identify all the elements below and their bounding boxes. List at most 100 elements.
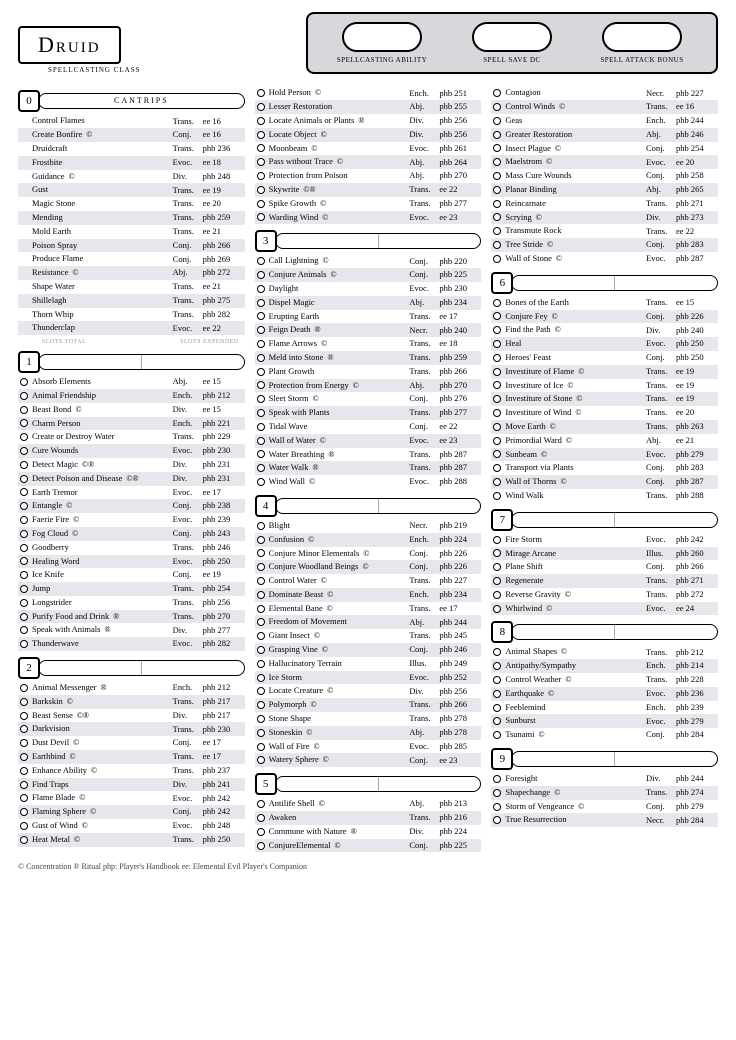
stat-field[interactable] — [602, 22, 682, 52]
prepared-checkbox[interactable] — [20, 488, 28, 496]
prepared-checkbox[interactable] — [257, 200, 265, 208]
prepared-checkbox[interactable] — [20, 530, 28, 538]
prepared-checkbox[interactable] — [20, 640, 28, 648]
prepared-checkbox[interactable] — [493, 704, 501, 712]
prepared-checkbox[interactable] — [257, 213, 265, 221]
prepared-checkbox[interactable] — [493, 803, 501, 811]
prepared-checkbox[interactable] — [257, 271, 265, 279]
prepared-checkbox[interactable] — [257, 312, 265, 320]
prepared-checkbox[interactable] — [257, 549, 265, 557]
slot-tracker[interactable] — [38, 660, 245, 676]
prepared-checkbox[interactable] — [493, 158, 501, 166]
prepared-checkbox[interactable] — [493, 717, 501, 725]
prepared-checkbox[interactable] — [493, 775, 501, 783]
prepared-checkbox[interactable] — [257, 591, 265, 599]
prepared-checkbox[interactable] — [257, 103, 265, 111]
prepared-checkbox[interactable] — [257, 117, 265, 125]
prepared-checkbox[interactable] — [493, 409, 501, 417]
slot-tracker[interactable] — [275, 498, 482, 514]
prepared-checkbox[interactable] — [257, 354, 265, 362]
stat-field[interactable] — [472, 22, 552, 52]
prepared-checkbox[interactable] — [493, 299, 501, 307]
prepared-checkbox[interactable] — [20, 698, 28, 706]
prepared-checkbox[interactable] — [20, 433, 28, 441]
prepared-checkbox[interactable] — [20, 753, 28, 761]
prepared-checkbox[interactable] — [493, 690, 501, 698]
prepared-checkbox[interactable] — [257, 814, 265, 822]
prepared-checkbox[interactable] — [20, 461, 28, 469]
prepared-checkbox[interactable] — [493, 340, 501, 348]
prepared-checkbox[interactable] — [20, 419, 28, 427]
prepared-checkbox[interactable] — [257, 158, 265, 166]
prepared-checkbox[interactable] — [493, 103, 501, 111]
prepared-checkbox[interactable] — [257, 715, 265, 723]
prepared-checkbox[interactable] — [493, 648, 501, 656]
prepared-checkbox[interactable] — [493, 450, 501, 458]
prepared-checkbox[interactable] — [493, 241, 501, 249]
prepared-checkbox[interactable] — [20, 571, 28, 579]
prepared-checkbox[interactable] — [20, 626, 28, 634]
prepared-checkbox[interactable] — [493, 731, 501, 739]
prepared-checkbox[interactable] — [493, 676, 501, 684]
prepared-checkbox[interactable] — [257, 285, 265, 293]
prepared-checkbox[interactable] — [493, 605, 501, 613]
prepared-checkbox[interactable] — [493, 549, 501, 557]
prepared-checkbox[interactable] — [493, 464, 501, 472]
prepared-checkbox[interactable] — [20, 544, 28, 552]
prepared-checkbox[interactable] — [257, 299, 265, 307]
prepared-checkbox[interactable] — [20, 808, 28, 816]
prepared-checkbox[interactable] — [493, 563, 501, 571]
prepared-checkbox[interactable] — [20, 557, 28, 565]
prepared-checkbox[interactable] — [257, 340, 265, 348]
prepared-checkbox[interactable] — [20, 836, 28, 844]
prepared-checkbox[interactable] — [257, 172, 265, 180]
prepared-checkbox[interactable] — [20, 447, 28, 455]
prepared-checkbox[interactable] — [493, 255, 501, 263]
prepared-checkbox[interactable] — [257, 828, 265, 836]
prepared-checkbox[interactable] — [20, 502, 28, 510]
prepared-checkbox[interactable] — [257, 701, 265, 709]
prepared-checkbox[interactable] — [493, 200, 501, 208]
prepared-checkbox[interactable] — [493, 395, 501, 403]
prepared-checkbox[interactable] — [20, 406, 28, 414]
prepared-checkbox[interactable] — [257, 687, 265, 695]
prepared-checkbox[interactable] — [257, 605, 265, 613]
prepared-checkbox[interactable] — [257, 729, 265, 737]
prepared-checkbox[interactable] — [257, 89, 265, 97]
slot-tracker[interactable] — [38, 354, 245, 370]
prepared-checkbox[interactable] — [20, 684, 28, 692]
prepared-checkbox[interactable] — [257, 381, 265, 389]
prepared-checkbox[interactable] — [257, 522, 265, 530]
prepared-checkbox[interactable] — [493, 492, 501, 500]
prepared-checkbox[interactable] — [20, 599, 28, 607]
prepared-checkbox[interactable] — [20, 794, 28, 802]
prepared-checkbox[interactable] — [493, 326, 501, 334]
prepared-checkbox[interactable] — [257, 186, 265, 194]
slot-tracker[interactable] — [511, 751, 718, 767]
prepared-checkbox[interactable] — [257, 632, 265, 640]
prepared-checkbox[interactable] — [257, 618, 265, 626]
prepared-checkbox[interactable] — [20, 585, 28, 593]
prepared-checkbox[interactable] — [257, 326, 265, 334]
prepared-checkbox[interactable] — [493, 591, 501, 599]
prepared-checkbox[interactable] — [20, 378, 28, 386]
prepared-checkbox[interactable] — [493, 662, 501, 670]
prepared-checkbox[interactable] — [257, 842, 265, 850]
prepared-checkbox[interactable] — [493, 213, 501, 221]
prepared-checkbox[interactable] — [257, 131, 265, 139]
prepared-checkbox[interactable] — [257, 409, 265, 417]
prepared-checkbox[interactable] — [257, 660, 265, 668]
prepared-checkbox[interactable] — [20, 767, 28, 775]
prepared-checkbox[interactable] — [493, 312, 501, 320]
prepared-checkbox[interactable] — [20, 712, 28, 720]
prepared-checkbox[interactable] — [493, 172, 501, 180]
prepared-checkbox[interactable] — [493, 577, 501, 585]
prepared-checkbox[interactable] — [493, 186, 501, 194]
prepared-checkbox[interactable] — [257, 800, 265, 808]
prepared-checkbox[interactable] — [257, 646, 265, 654]
prepared-checkbox[interactable] — [493, 144, 501, 152]
prepared-checkbox[interactable] — [493, 437, 501, 445]
prepared-checkbox[interactable] — [493, 816, 501, 824]
prepared-checkbox[interactable] — [257, 395, 265, 403]
prepared-checkbox[interactable] — [257, 423, 265, 431]
